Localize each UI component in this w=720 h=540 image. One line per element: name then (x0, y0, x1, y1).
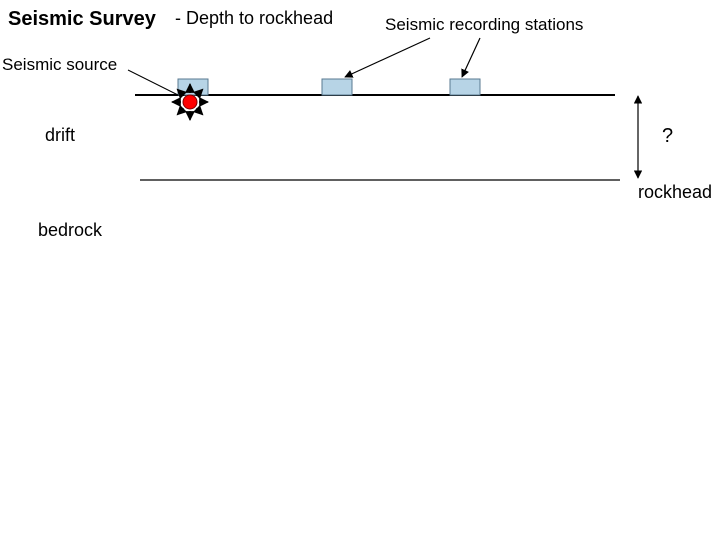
source-pointer-line (128, 70, 178, 95)
recording-station-box (178, 79, 208, 95)
recording-stations-group (178, 79, 480, 95)
burst-ray (196, 108, 202, 114)
seismic-source-dot (183, 95, 197, 109)
station-pointer-arrow (345, 38, 430, 77)
station-pointer-arrow (462, 38, 480, 77)
recording-station-box (322, 79, 352, 95)
recording-station-box (450, 79, 480, 95)
seismic-diagram (0, 0, 720, 540)
burst-ray (177, 108, 183, 114)
stations-pointer-arrows (345, 38, 480, 77)
